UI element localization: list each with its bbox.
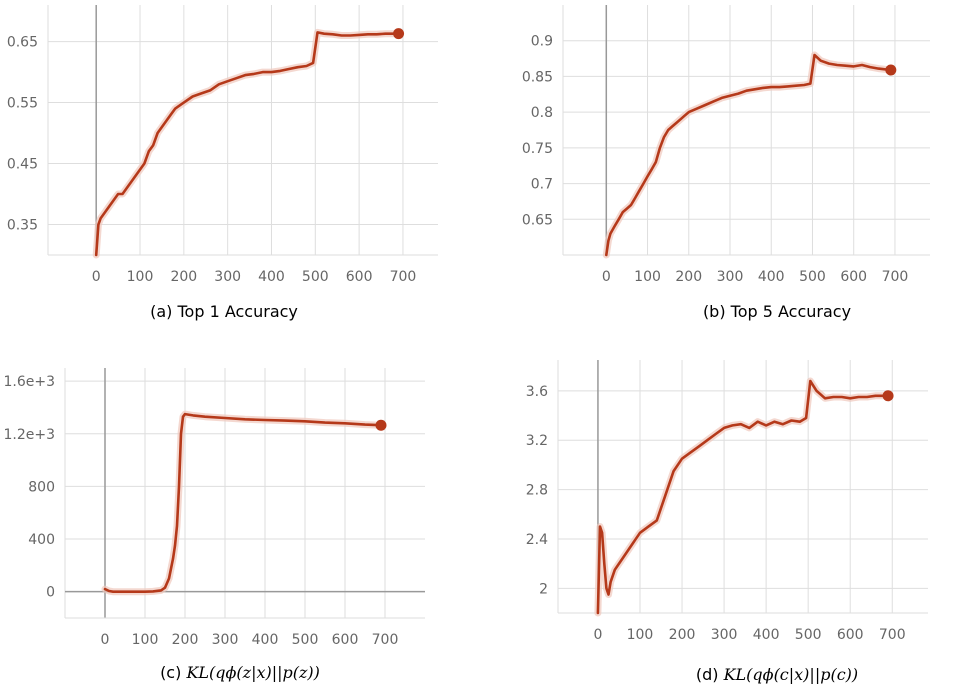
x-tick-label: 600 bbox=[837, 627, 864, 643]
plot-area: 0 100 200 300 400 500 600 700 0.35 0.45 0.55 0.65 bbox=[7, 5, 438, 285]
series-line bbox=[103, 412, 383, 594]
x-tick-label: 300 bbox=[711, 627, 738, 643]
x-tick-label: 100 bbox=[634, 269, 661, 285]
y-tick-label: 3.6 bbox=[526, 384, 548, 400]
y-tick-label: 0.7 bbox=[531, 177, 553, 193]
raw-band bbox=[594, 377, 892, 617]
series-line bbox=[596, 379, 890, 615]
plot-area: 0 100 200 300 400 500 600 700 2 2.4 2.8 3.2 3.6 bbox=[526, 360, 928, 643]
x-tick-label: 700 bbox=[372, 632, 399, 648]
x-tick-label: 200 bbox=[170, 269, 197, 285]
y-tick-label: 1.6e+3 bbox=[3, 374, 55, 390]
panel-top5-accuracy: 0 100 200 300 400 500 600 700 0.65 0.7 0.75 0.8 0.85… bbox=[522, 5, 930, 321]
x-tick-label: 400 bbox=[758, 269, 785, 285]
x-tick-label: 400 bbox=[753, 627, 780, 643]
y-tick-label: 0.55 bbox=[7, 96, 38, 112]
plot-area: 0 100 200 300 400 500 600 700 0.65 0.7 0.75 0.8 0.85… bbox=[522, 5, 930, 285]
series-end-marker bbox=[375, 419, 387, 431]
y-tick-label: 2.8 bbox=[526, 483, 548, 499]
x-tick-label: 500 bbox=[799, 269, 826, 285]
x-tick-label: 400 bbox=[258, 269, 285, 285]
x-tick-label: 600 bbox=[346, 269, 373, 285]
x-tick-label: 100 bbox=[127, 269, 154, 285]
x-tick-label: 0 bbox=[101, 632, 110, 648]
y-tick-label: 800 bbox=[28, 479, 55, 495]
y-tick-label: 0.65 bbox=[7, 35, 38, 51]
caption-top5-accuracy: (b) Top 5 Accuracy bbox=[703, 302, 851, 321]
y-tick-label: 400 bbox=[28, 532, 55, 548]
x-tick-label: 300 bbox=[717, 269, 744, 285]
y-tick-label: 2.4 bbox=[526, 532, 548, 548]
caption-math: KL(qϕ(c|x)||p(c)) bbox=[723, 665, 859, 684]
x-tick-label: 400 bbox=[252, 632, 279, 648]
x-tick-label: 0 bbox=[593, 627, 602, 643]
x-tick-label: 100 bbox=[627, 627, 654, 643]
y-tick-label: 0 bbox=[46, 585, 55, 601]
series-line bbox=[94, 31, 400, 257]
raw-band bbox=[92, 28, 403, 259]
x-tick-label: 0 bbox=[92, 269, 101, 285]
panel-kl-c: 0 100 200 300 400 500 600 700 2 2.4 2.8 3.2 3.6 (d) … bbox=[526, 360, 928, 684]
x-tick-label: 100 bbox=[132, 632, 159, 648]
x-tick-label: 500 bbox=[292, 632, 319, 648]
y-tick-label: 2 bbox=[539, 581, 548, 597]
caption-prefix: (c) bbox=[160, 663, 186, 682]
panel-kl-z: 0 100 200 300 400 500 600 700 0 400 800 1.2e+3 1.6e+… bbox=[3, 368, 425, 682]
x-tick-label: 300 bbox=[212, 632, 239, 648]
caption-kl-c: (d) KL(qϕ(c|x)||p(c)) bbox=[696, 665, 858, 684]
y-tick-label: 0.9 bbox=[531, 34, 553, 50]
x-tick-label: 200 bbox=[669, 627, 696, 643]
x-tick-label: 300 bbox=[214, 269, 241, 285]
y-tick-label: 1.2e+3 bbox=[3, 427, 55, 443]
plot-area: 0 100 200 300 400 500 600 700 0 400 800 1.2e+3 1.6e+… bbox=[3, 368, 425, 648]
x-tick-label: 500 bbox=[795, 627, 822, 643]
series-end-marker bbox=[393, 28, 405, 40]
y-tick-label: 0.75 bbox=[522, 141, 553, 157]
caption-math: KL(qϕ(z|x)||p(z)) bbox=[185, 663, 319, 682]
raw-band bbox=[101, 410, 385, 596]
caption-top1-accuracy: (a) Top 1 Accuracy bbox=[150, 302, 298, 321]
y-tick-label: 0.8 bbox=[531, 105, 553, 121]
caption-prefix: (d) bbox=[696, 665, 724, 684]
series-line bbox=[604, 53, 893, 257]
x-tick-label: 600 bbox=[840, 269, 867, 285]
y-tick-label: 0.65 bbox=[522, 212, 553, 228]
x-tick-label: 0 bbox=[602, 269, 611, 285]
series-end-marker bbox=[885, 64, 897, 76]
x-tick-label: 200 bbox=[675, 269, 702, 285]
x-tick-label: 700 bbox=[879, 627, 906, 643]
caption-kl-z: (c) KL(qϕ(z|x)||p(z)) bbox=[160, 663, 320, 682]
x-tick-label: 500 bbox=[302, 269, 329, 285]
y-tick-label: 0.35 bbox=[7, 218, 38, 234]
y-tick-label: 0.45 bbox=[7, 157, 38, 173]
panel-top1-accuracy: 0 100 200 300 400 500 600 700 0.35 0.45 0.55 0.65 (… bbox=[7, 5, 438, 321]
y-tick-label: 3.2 bbox=[526, 433, 548, 449]
x-tick-label: 700 bbox=[882, 269, 909, 285]
raw-band bbox=[602, 51, 895, 259]
series-end-marker bbox=[882, 390, 894, 402]
x-tick-label: 200 bbox=[172, 632, 199, 648]
x-tick-label: 600 bbox=[332, 632, 359, 648]
y-tick-label: 0.85 bbox=[522, 69, 553, 85]
x-tick-label: 700 bbox=[390, 269, 417, 285]
